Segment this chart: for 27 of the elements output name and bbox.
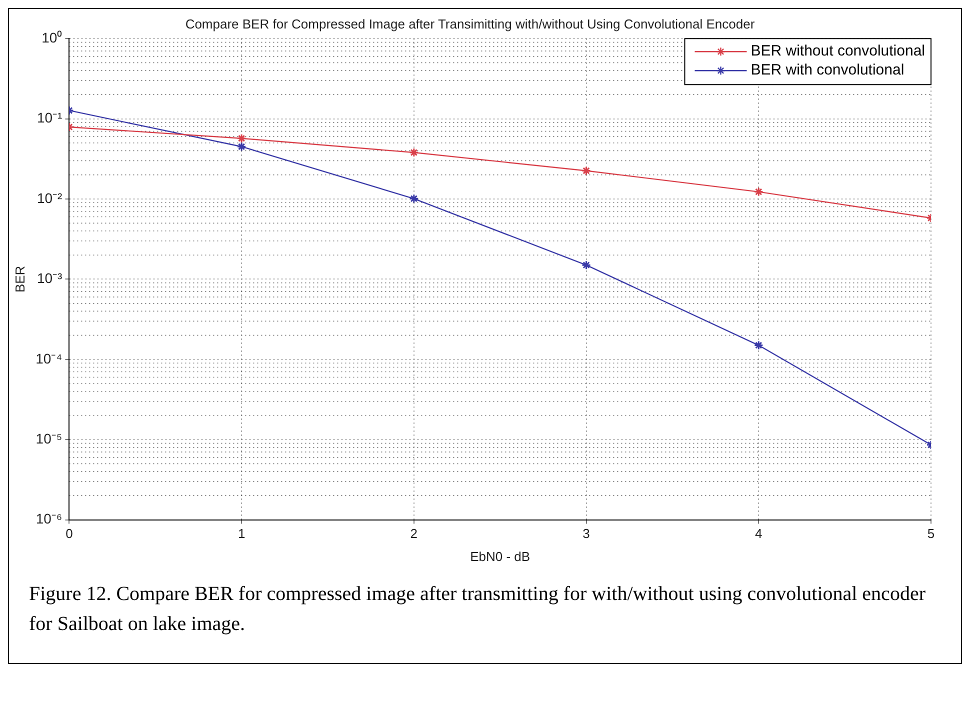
- point: [236, 142, 246, 152]
- point: [582, 166, 592, 176]
- y-tick-label: 10⁻⁴: [36, 350, 62, 366]
- y-tick-label: 10⁻⁶: [36, 510, 62, 527]
- x-tick-label: 5: [927, 526, 935, 542]
- x-tick-label: 3: [582, 526, 590, 542]
- x-axis-title: EbN0 - dB: [470, 548, 530, 564]
- y-tick-label: 10⁻⁵: [36, 430, 62, 446]
- x-tick-label: 2: [410, 526, 418, 542]
- chart-title: Compare BER for Compressed Image after Transimitting with/without Using Convolutional Encoder: [185, 16, 756, 32]
- y-tick-label: 10⁻²: [36, 190, 63, 206]
- point: [236, 134, 246, 144]
- point: [409, 194, 419, 204]
- y-tick-label: 10⁰: [42, 29, 62, 46]
- point: [582, 260, 592, 270]
- point: [409, 148, 419, 158]
- y-tick-label: 10⁻¹: [36, 110, 63, 126]
- point: [754, 340, 764, 350]
- y-axis-title: BER: [12, 266, 28, 293]
- x-tick-label: 0: [66, 526, 73, 542]
- legend-label: BER with convolutional: [750, 62, 904, 79]
- x-tick-label: 1: [238, 526, 246, 542]
- x-tick-label: 4: [755, 526, 762, 542]
- point: [754, 187, 764, 197]
- caption: Figure 12. Compare BER for compressed image after transmitting for with/without using convolutional encoder for Sailboat on lake image.: [28, 582, 926, 637]
- legend-label: BER without convolutional: [750, 42, 925, 60]
- y-tick-label: 10⁻³: [36, 270, 63, 286]
